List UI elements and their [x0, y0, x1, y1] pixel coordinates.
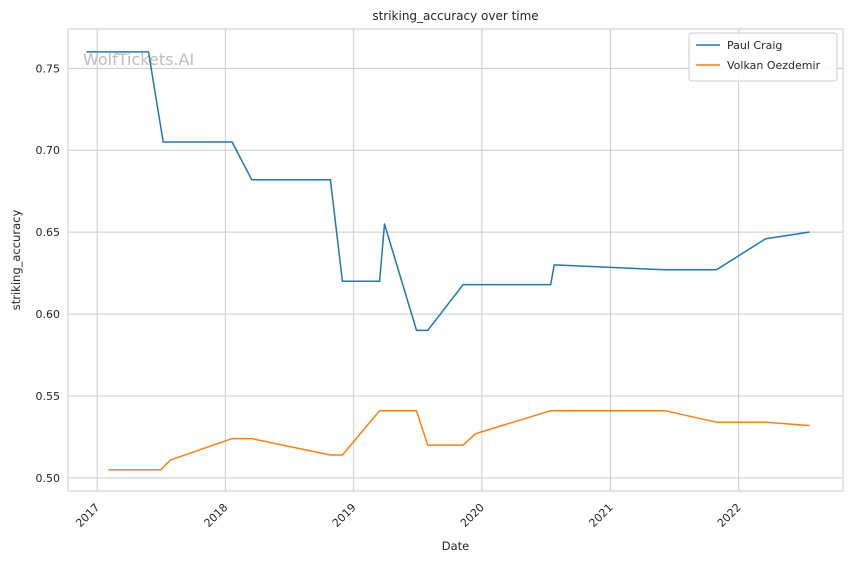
- y-tick-label: 0.60: [36, 308, 61, 321]
- y-tick-label: 0.75: [36, 62, 61, 75]
- legend: Paul Craig Volkan Oezdemir: [688, 32, 838, 82]
- legend-box: [688, 32, 838, 82]
- y-tick-label: 0.50: [36, 472, 61, 485]
- legend-label: Paul Craig: [727, 39, 782, 52]
- plot-frame: [67, 28, 844, 492]
- x-axis-title: Date: [442, 539, 470, 553]
- y-tick-label: 0.65: [36, 226, 61, 239]
- chart-title: striking_accuracy over time: [372, 9, 538, 23]
- series-lines: [86, 51, 810, 471]
- grid-lines: [68, 29, 843, 491]
- y-axis-title: striking_accuracy: [9, 210, 23, 311]
- y-tick-label: 0.55: [36, 390, 61, 403]
- legend-label: Volkan Oezdemir: [727, 59, 821, 72]
- watermark: WolfTickets.AI: [83, 50, 194, 69]
- y-tick-labels: 0.50 0.55 0.60 0.65 0.70 0.75: [36, 62, 61, 485]
- series-line-2: [108, 409, 810, 471]
- series-line-1: [86, 51, 810, 332]
- plot-area: [68, 29, 843, 491]
- y-tick-label: 0.70: [36, 144, 61, 157]
